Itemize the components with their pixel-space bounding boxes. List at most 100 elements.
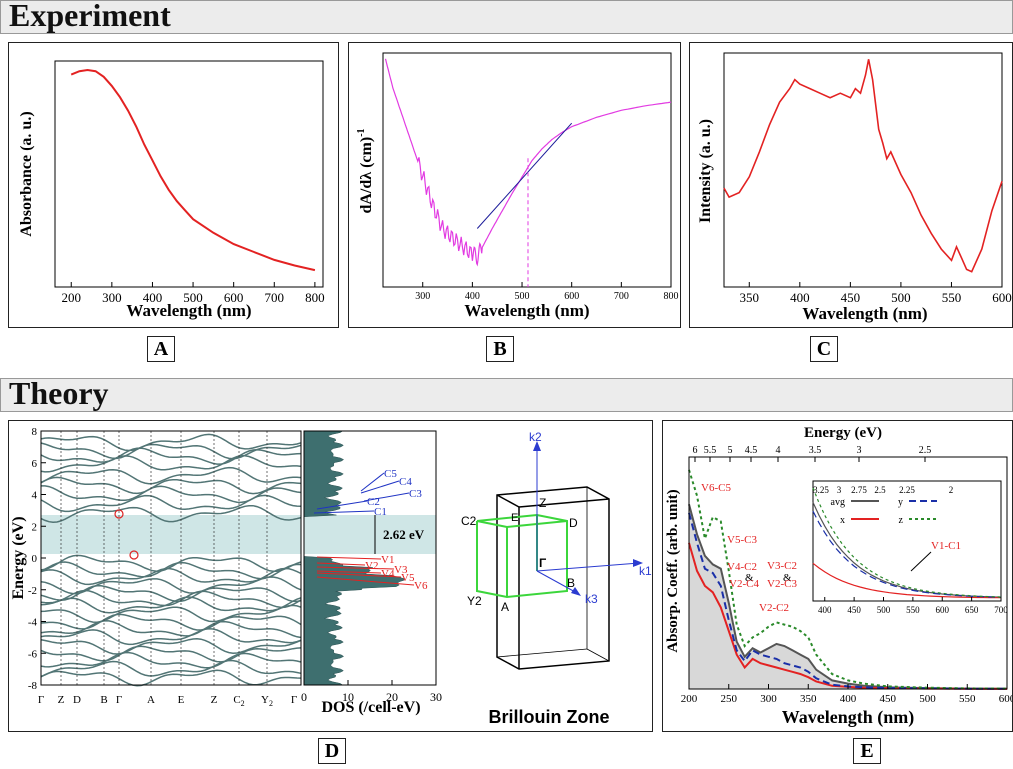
k-point-label: Γ [116,694,122,706]
transition-arrow [316,566,395,570]
dos-gap-region [304,515,436,554]
energy-band [40,659,302,678]
inset-tick-label: 450 [847,605,861,615]
transition-label: C1 [374,506,387,518]
y-axis-label: Absorbance (a. u.) [18,111,35,236]
k-point-subscript: 2 [269,699,273,708]
inset-annotation-arrow [910,551,932,572]
inset-legend-label: y [898,497,903,508]
transition-label: V6 [414,580,428,592]
a-x-tick-label: 700 [265,290,285,305]
k-point-label: Γ [38,694,44,706]
intensity-series [723,59,1003,273]
absorbance-series [70,68,316,272]
panel-label-b: B [486,336,514,362]
peak-label: V2-C4 [729,578,759,590]
transition-arrow [316,576,415,586]
energy-band [40,554,302,573]
peak-label: V2-C2 [759,602,789,614]
dos-tick-label: 30 [430,690,442,704]
vbm-marker [129,550,139,560]
panel-label-d: D [318,738,346,764]
y-axis-label: Intensity (a. u.) [697,119,714,223]
a-x-tick-label: 400 [143,290,163,305]
inset-energy-label: 2.25 [899,485,915,495]
inset-energy-label: 2.5 [874,485,886,495]
y-axis-label-group: dA/dλ (cm)-1 [356,128,375,213]
bz-label-a: A [501,600,509,614]
energy-band [40,504,302,524]
transition-label: V3 [394,564,408,576]
energy-band [40,494,302,513]
b-x-tick-label: 700 [614,291,629,302]
plot-a-frame [54,60,324,288]
c-x-tick-label: 400 [790,290,810,305]
avg-area [689,504,1007,689]
svg-text:dA/dλ (cm)-1: dA/dλ (cm)-1 [356,128,375,213]
inset-energy-label: 3.25 [813,485,829,495]
series-z [688,469,1008,690]
energy-band [40,604,302,623]
band-lines [40,433,302,687]
intensity-chart: 350 400 450 500 550 600 Wavelength (nm) Inten… [697,52,1012,323]
energy-band [40,584,302,603]
a-x-tick-label: 800 [305,290,325,305]
transition-label: C5 [384,468,397,480]
energy-band [40,433,302,452]
e-x-tick-label: 350 [800,693,817,705]
transition-arrow [316,570,382,574]
transition-label: C3 [409,488,422,500]
k-point-label: Z [58,694,65,706]
bz-label-d: D [569,516,578,530]
panel-e-frame: Energy (eV) 200 250 300 350 400 450 500 550 600 6… [662,420,1013,732]
a-x-tick-label: 300 [102,290,122,305]
k-point-label: B [100,694,107,706]
bz-label-z: Z [539,496,546,510]
gap-value: 2.62 eV [383,527,425,542]
energy-tick-label: 5 [728,445,733,456]
energy-tick-label: 4 [32,490,38,502]
c-x-tick-label: 550 [942,290,962,305]
inset-tick-label: 600 [936,605,950,615]
a-x-tick-label: 200 [61,290,81,305]
bz-label-c2: C2 [461,514,477,528]
energy-band [40,645,302,663]
e-x-tick-label: 250 [721,693,738,705]
transition-label: V2 [365,560,378,572]
energy-band [40,589,302,609]
bz-label-e: E [511,512,518,524]
inset-legend-label: x [840,515,845,526]
panel-label-e: E [853,738,881,764]
energy-tick-label: -2 [28,585,37,597]
derivative-series [384,58,672,267]
transition-arrow [316,556,382,560]
inset-energy-label: 3 [837,485,842,495]
transition-arrow [316,562,366,566]
inset-energy-label: 2 [949,485,954,495]
panel-b-frame: 300 400 500 600 700 800 Wavelength (nm) dA/dλ… [348,42,681,328]
inset-tick-label: 500 [877,605,891,615]
x-axis-label: Wavelength (nm) [782,707,915,728]
k-point-label: Γ [291,694,297,706]
inset-series-x [812,562,1001,599]
panel-label-c: C [810,336,838,362]
transition-arrow [360,480,400,494]
x-axis-label: Wavelength (nm) [126,301,251,320]
c-x-tick-label: 450 [841,290,861,305]
k-point-label: Y2 [261,694,273,708]
plot-b-frame [382,52,672,288]
y-axis-label: Absorp. Coeff. (arb. unit) [665,489,681,652]
panel-a-frame: 200 300 400 500 600 700 800 Wavelength (nm) Ab… [8,42,339,328]
e-x-tick-label: 300 [760,693,777,705]
k-point-label: C2 [233,694,244,708]
transition-arrow [360,472,385,492]
energy-tick-label: 4.5 [745,445,758,456]
series-y [688,512,1008,690]
transition-arrow [313,510,375,514]
energy-axis-label: Energy (eV) [804,425,882,441]
dos-tick-label: 10 [342,690,354,704]
b-x-tick-label: 300 [415,291,430,302]
transition-arrow [316,500,368,510]
transition-label: V1 [381,554,394,566]
